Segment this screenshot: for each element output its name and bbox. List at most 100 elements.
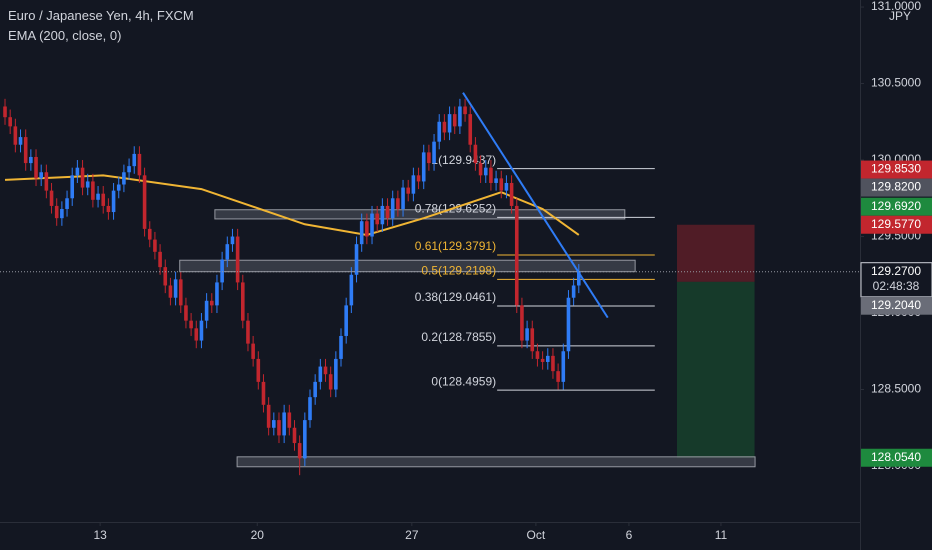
candle-body: [65, 198, 69, 209]
candle-body: [261, 381, 266, 405]
candle-body: [137, 153, 142, 176]
candle-body: [266, 404, 271, 428]
y-tick-label: 131.0000: [871, 0, 921, 13]
zone: [236, 456, 756, 468]
x-tick-label: 6: [626, 528, 633, 542]
candle-body: [303, 420, 307, 459]
candle-body: [209, 300, 214, 306]
time-axis-bg: [0, 522, 860, 550]
fib-label: 0.61(129.3791): [415, 239, 496, 253]
candle-body: [178, 279, 183, 306]
price-badge-label: 129.8530: [871, 162, 921, 176]
fib-label: 1(129.9437): [431, 153, 496, 167]
trendline: [462, 92, 609, 319]
candle-body: [421, 152, 426, 182]
candle-body: [447, 114, 452, 133]
candle-body: [401, 187, 405, 209]
candle-body: [380, 205, 385, 225]
candle-body: [246, 320, 250, 344]
candle-body: [272, 420, 276, 428]
candle-body: [339, 335, 343, 359]
candle-body: [416, 175, 421, 182]
candle-body: [359, 221, 364, 245]
candle-body: [566, 297, 571, 352]
candle-body: [411, 175, 416, 194]
price-badge-label: 129.2040: [871, 298, 921, 312]
price-badge: [861, 160, 932, 179]
price-badge: [861, 448, 932, 467]
candle-body: [13, 126, 18, 145]
candle-body: [70, 175, 75, 199]
candle-body: [561, 351, 566, 382]
candle-body: [458, 106, 462, 127]
candle-body: [396, 198, 400, 209]
candle-body: [545, 355, 550, 362]
x-tick-label: 27: [405, 528, 419, 542]
candle-body: [39, 172, 43, 179]
last-price-label: 129.2700: [871, 264, 921, 278]
price-badge-label: 128.0540: [871, 450, 921, 464]
candle-body: [101, 193, 106, 206]
candle-body: [365, 221, 369, 237]
candle-body: [60, 208, 64, 219]
candle-body: [525, 328, 529, 341]
candle-body: [18, 137, 23, 145]
candle-body: [215, 282, 219, 306]
candle-body: [240, 282, 245, 321]
candle-body: [194, 328, 199, 341]
candle-body: [334, 358, 338, 390]
y-tick-label: 130.5000: [871, 76, 921, 90]
candle-body: [199, 320, 204, 341]
candle-body: [287, 412, 292, 428]
price-badge: [861, 215, 932, 234]
candle-body: [520, 305, 524, 341]
candle-body: [235, 236, 240, 283]
candle-body: [452, 114, 457, 127]
candle-body: [106, 205, 111, 213]
candle-body: [313, 381, 317, 398]
candle-body: [556, 371, 560, 382]
candle-body: [111, 190, 116, 213]
candle-body: [473, 144, 478, 164]
countdown-label: 02:48:38: [873, 279, 920, 293]
zone: [179, 259, 636, 273]
candle-body: [370, 213, 374, 237]
currency-label: JPY: [889, 9, 911, 23]
candle-body: [256, 358, 261, 382]
candle-body: [468, 114, 473, 145]
fib-label: 0.5(129.2198): [421, 264, 496, 278]
candle-body: [489, 167, 493, 183]
candle-body: [230, 236, 235, 245]
candle-body: [463, 106, 467, 115]
fib-label: 0.2(128.7855): [421, 330, 496, 344]
candle-body: [530, 328, 535, 352]
candle-body: [44, 172, 49, 191]
candle-body: [158, 251, 162, 268]
candle-body: [282, 412, 286, 436]
price-badge: [861, 296, 932, 315]
candle-body: [34, 156, 38, 179]
candle-body: [220, 259, 224, 283]
candle-body: [91, 181, 95, 200]
candle-body: [173, 279, 178, 298]
candle-body: [3, 106, 7, 118]
target-zone: [677, 281, 755, 458]
candle-body: [147, 228, 152, 240]
candle-body: [153, 239, 157, 252]
x-tick-label: 11: [715, 528, 728, 542]
candle-body: [478, 163, 483, 176]
candle-body: [54, 205, 59, 219]
candle-body: [96, 193, 100, 200]
candle-body: [204, 300, 209, 321]
candle-body: [427, 152, 431, 164]
candle-body: [85, 181, 90, 188]
candle-body: [184, 305, 188, 321]
candle-body: [442, 121, 447, 133]
candle-body: [509, 182, 514, 206]
candle-body: [432, 141, 436, 164]
candle-body: [344, 305, 348, 336]
candle-body: [390, 198, 395, 219]
candle-body: [277, 420, 281, 436]
candle-body: [354, 244, 359, 275]
